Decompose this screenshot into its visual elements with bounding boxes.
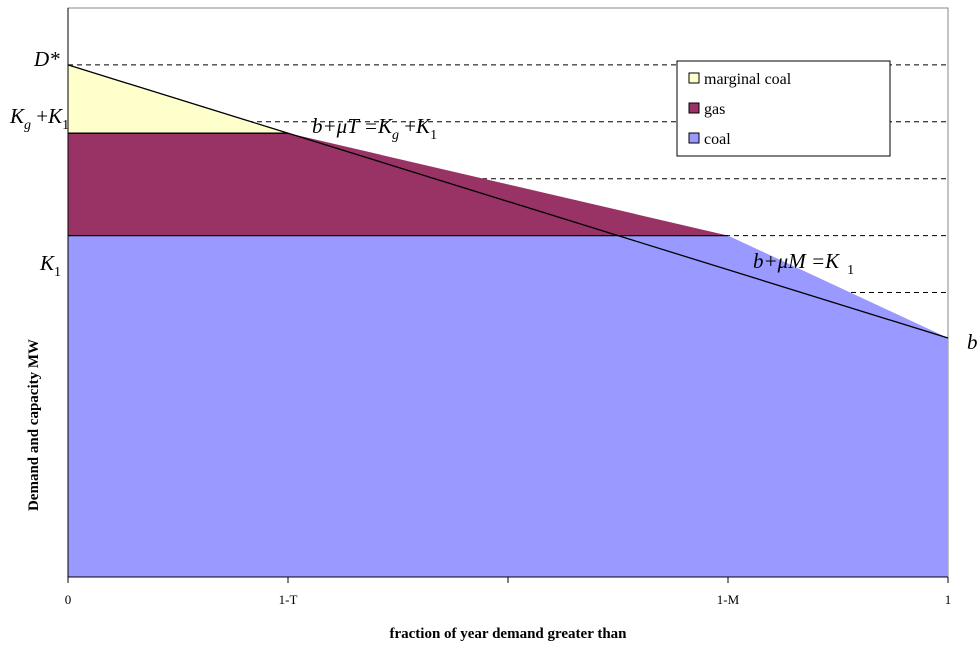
legend-swatch-coal <box>688 132 700 144</box>
y-axis-title: Demand and capacity MW <box>26 339 42 511</box>
legend-swatch-marginal-coal <box>688 72 700 84</box>
kg-k1-label: Kg +K1 <box>9 104 69 133</box>
d-star-label: D* <box>33 47 60 71</box>
x-tick-label: 1-M <box>717 592 740 607</box>
k1-label: K1 <box>39 251 61 280</box>
b-label: b <box>967 330 978 354</box>
x-axis-title: fraction of year demand greater than <box>389 626 627 642</box>
eq-m-label: b+μM =K 1 <box>753 249 854 278</box>
legend: marginal coal gas coal <box>676 60 891 157</box>
eq-t-label: b+μT =Kg +K1 <box>312 114 437 143</box>
x-tick-labels: 0 1-T 1-M 1 <box>65 592 952 607</box>
legend-swatch-gas <box>688 102 700 114</box>
x-tick-label: 1 <box>945 592 952 607</box>
axes <box>67 8 949 583</box>
demand-curve <box>67 64 949 339</box>
x-tick-label: 1-T <box>279 592 298 607</box>
legend-label-marginal-coal: marginal coal <box>704 71 792 88</box>
x-tick-label: 0 <box>65 592 72 607</box>
legend-label-coal: coal <box>704 131 731 148</box>
legend-label-gas: gas <box>704 101 725 118</box>
line-layer <box>67 64 949 339</box>
area-gas <box>68 133 728 236</box>
legend-box <box>676 60 891 157</box>
area-coal <box>68 235 948 577</box>
